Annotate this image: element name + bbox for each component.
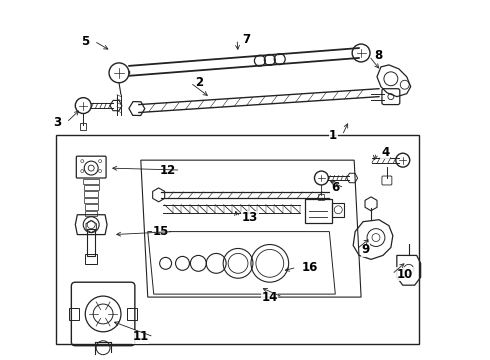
Text: 10: 10 (397, 268, 413, 281)
Text: 12: 12 (159, 163, 175, 176)
Text: 13: 13 (242, 211, 258, 224)
Text: 5: 5 (81, 35, 89, 48)
Text: 6: 6 (331, 181, 339, 194)
Bar (84, 185, 99, 190)
Bar (85, 211, 97, 216)
Text: 9: 9 (361, 243, 369, 256)
Text: 4: 4 (381, 146, 389, 159)
Bar (127, 308, 137, 320)
Text: 3: 3 (53, 116, 61, 129)
Text: 7: 7 (242, 33, 250, 46)
Text: 2: 2 (196, 76, 203, 89)
Bar (84, 198, 98, 203)
Bar (84, 192, 98, 197)
Text: 8: 8 (374, 49, 382, 63)
Bar (85, 204, 98, 210)
Text: 16: 16 (301, 261, 318, 274)
Text: 14: 14 (261, 291, 278, 303)
Bar (87, 229, 95, 256)
Bar (56, 135, 418, 344)
Bar (70, 308, 79, 320)
Bar (332, 203, 344, 217)
Bar (85, 255, 97, 264)
Bar (83, 179, 99, 184)
Text: 11: 11 (132, 330, 149, 343)
Text: 15: 15 (152, 225, 169, 238)
Text: 1: 1 (329, 129, 337, 142)
Bar (305, 199, 332, 223)
